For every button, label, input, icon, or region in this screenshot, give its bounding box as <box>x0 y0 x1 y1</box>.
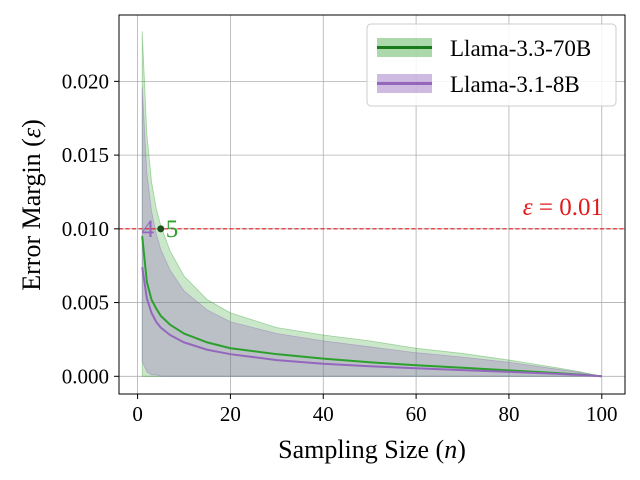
y-tick-label: 0.010 <box>62 217 109 241</box>
y-tick-label: 0.020 <box>62 69 109 93</box>
x-tick-label: 100 <box>586 402 618 426</box>
y-tick-label: 0.015 <box>62 143 109 167</box>
legend: Llama-3.3-70B Llama-3.1-8B <box>366 23 617 107</box>
legend-label-llama-70b: Llama-3.3-70B <box>450 36 591 61</box>
y-tick-label: 0.005 <box>62 291 109 315</box>
x-axis-label-end: ) <box>457 435 466 464</box>
y-axis-ticks: 0.000 0.005 0.010 0.015 0.020 <box>62 69 119 388</box>
threshold-label: ε = 0.01 <box>523 194 603 221</box>
threshold-label-value: = 0.01 <box>533 194 603 221</box>
crossing-marker-llama-70b <box>157 225 165 233</box>
crossing-label-llama-8b: 4 <box>142 216 155 243</box>
x-tick-label: 20 <box>220 402 241 426</box>
mean-lines <box>141 236 602 378</box>
y-tick-label: 0.000 <box>62 364 109 388</box>
x-tick-label: 40 <box>313 402 334 426</box>
mean-line-llama-8b <box>141 267 602 378</box>
legend-label-llama-8b: Llama-3.1-8B <box>450 72 580 97</box>
plot-frame <box>118 14 626 395</box>
threshold-label-var: ε <box>523 194 533 221</box>
y-axis-label-var: ε <box>17 127 46 138</box>
crossing-label-llama-70b: 5 <box>166 216 179 243</box>
x-axis-label: Sampling Size (n) <box>278 435 466 464</box>
x-tick-label: 0 <box>132 402 143 426</box>
y-axis-label-end: ) <box>17 119 46 128</box>
mean-line-llama-70b <box>141 236 602 378</box>
threshold: ε = 0.01 <box>119 194 625 230</box>
x-tick-label: 80 <box>498 402 519 426</box>
x-axis-ticks: 0 20 40 60 80 100 <box>132 394 618 426</box>
crossing-markers: 54 <box>142 216 179 243</box>
x-tick-label: 60 <box>406 402 427 426</box>
y-axis-label: Error Margin (ε) <box>17 119 46 291</box>
x-axis-label-text: Sampling Size ( <box>278 435 444 464</box>
x-axis-label-var: n <box>444 435 457 464</box>
legend-box <box>366 23 617 107</box>
y-axis-label-text: Error Margin ( <box>17 138 46 291</box>
